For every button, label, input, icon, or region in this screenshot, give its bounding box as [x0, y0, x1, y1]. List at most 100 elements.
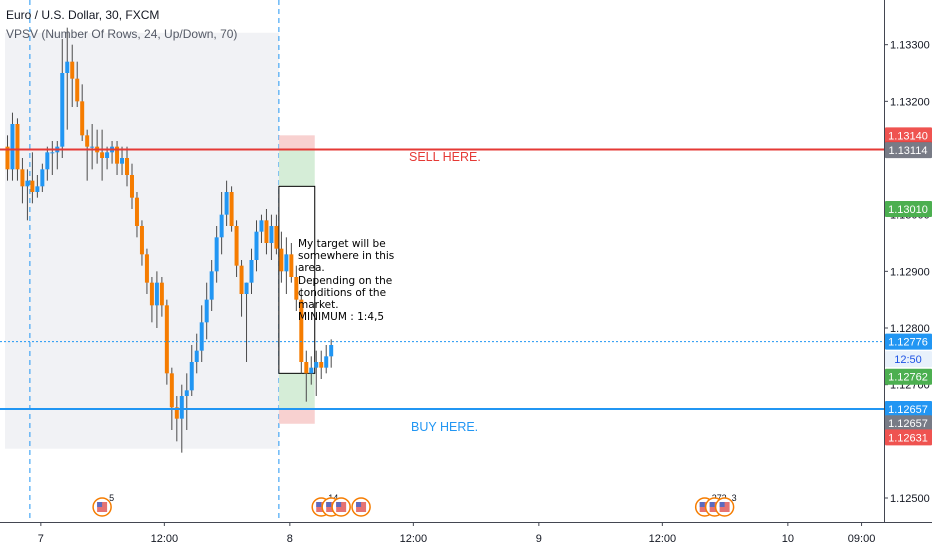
candle-body — [279, 248, 284, 272]
y-tick-label: 1.12800 — [890, 323, 930, 335]
candle — [184, 373, 189, 430]
candle — [314, 350, 319, 396]
candle — [224, 180, 229, 226]
candle — [30, 152, 35, 204]
candle — [35, 175, 40, 198]
x-tick-label: 12:00 — [400, 533, 428, 545]
candle-body — [204, 299, 209, 323]
price-badge-bg — [885, 401, 932, 418]
candle-body — [5, 146, 10, 170]
candle — [10, 112, 15, 181]
price-badge: 12:50 — [885, 351, 932, 368]
price-badge: 1.12657 — [885, 401, 932, 418]
candle-body — [40, 169, 45, 187]
candle-body — [314, 362, 319, 368]
candle-body — [269, 226, 274, 243]
x-tick-label: 7 — [38, 533, 44, 545]
flag-canton — [97, 502, 103, 507]
candle — [100, 129, 105, 181]
price-badge-label: 1.12762 — [888, 372, 928, 384]
candle — [149, 277, 154, 323]
price-badge-bg — [885, 368, 932, 385]
candle-body — [284, 254, 289, 272]
candle-body — [214, 237, 219, 272]
candle-body — [65, 61, 70, 73]
candle — [264, 209, 269, 255]
indicator-title: VPSV (Number Of Rows, 24, Up/Down, 70) — [6, 27, 238, 41]
price-badge-label: 1.12657 — [888, 418, 928, 430]
price-badge: 1.13114 — [885, 142, 932, 159]
price-badge-label: 1.13114 — [889, 145, 928, 157]
buy-label: BUY HERE. — [411, 420, 479, 434]
price-axis-bg — [884, 0, 932, 550]
candle — [85, 129, 90, 181]
y-tick-label: 1.13200 — [890, 96, 930, 108]
x-tick-label: 12:00 — [151, 533, 179, 545]
candle-body — [134, 197, 139, 226]
candle-body — [139, 226, 144, 255]
flag-canton — [699, 502, 705, 507]
price-badge-label: 1.13010 — [888, 204, 928, 216]
candle-body — [274, 226, 279, 249]
candle — [304, 350, 309, 402]
y-tick-label: 1.13300 — [890, 40, 930, 52]
flag-canton — [316, 502, 322, 507]
event-count: 5 — [109, 493, 114, 503]
us-flag-icon: 3 — [714, 493, 737, 517]
candle — [80, 84, 85, 141]
volume-profile-zones — [4, 32, 309, 449]
candle-body — [125, 158, 130, 175]
candle — [259, 214, 264, 243]
candle — [20, 158, 25, 204]
candle — [134, 192, 139, 238]
candle-body — [50, 152, 55, 154]
candle-body — [144, 254, 149, 283]
candle-body — [115, 146, 120, 164]
economic-events[interactable]: 5142723 — [92, 493, 737, 517]
candle — [324, 345, 329, 374]
candle — [234, 220, 239, 277]
candle-body — [309, 367, 314, 374]
candle — [239, 260, 244, 317]
symbol-title: Euro / U.S. Dollar, 30, FXCM — [6, 8, 160, 22]
candles — [5, 27, 334, 453]
candle-body — [149, 282, 154, 306]
candle-body — [169, 373, 174, 408]
candle — [90, 124, 95, 170]
candle — [274, 214, 279, 255]
flag-canton — [326, 502, 332, 507]
flag-canton — [709, 502, 715, 507]
candle — [65, 27, 70, 130]
price-badge-label: 1.12776 — [888, 337, 928, 349]
candle-body — [209, 271, 214, 300]
candle-body — [85, 135, 90, 147]
price-levels[interactable] — [0, 148, 884, 411]
candle — [40, 163, 45, 192]
candle — [144, 248, 149, 294]
candle — [174, 396, 179, 442]
y-tick-label: 1.12500 — [890, 493, 930, 505]
short-stop-zone — [278, 135, 315, 150]
candle — [154, 271, 159, 328]
price-badge-bg — [885, 333, 932, 350]
candle-body — [105, 152, 110, 158]
candle — [309, 356, 314, 385]
x-tick-label: 12:00 — [649, 533, 677, 545]
candle-body — [154, 282, 159, 306]
target-note: My target will be somewhere in this area… — [298, 238, 406, 323]
price-badge: 1.12776 — [885, 333, 932, 350]
candle-body — [304, 362, 309, 374]
candle-body — [25, 180, 30, 187]
candle — [189, 345, 194, 396]
candle — [284, 237, 289, 294]
candle-body — [224, 192, 229, 215]
price-badge-label: 1.12657 — [888, 404, 928, 416]
candle — [229, 186, 234, 232]
candle — [129, 163, 134, 209]
candle-body — [10, 124, 15, 170]
candle — [219, 192, 224, 255]
candle — [204, 282, 209, 340]
candle-body — [244, 282, 249, 294]
